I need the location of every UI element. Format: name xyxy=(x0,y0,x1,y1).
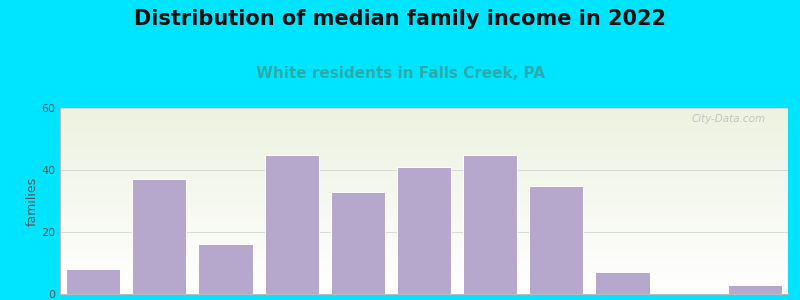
Bar xyxy=(265,154,318,294)
Bar xyxy=(66,269,120,294)
Bar xyxy=(530,185,583,294)
Bar xyxy=(397,167,451,294)
Text: City-Data.com: City-Data.com xyxy=(692,114,766,124)
Bar xyxy=(728,285,782,294)
Bar xyxy=(330,192,385,294)
Y-axis label: families: families xyxy=(26,176,38,226)
Bar xyxy=(132,179,186,294)
Bar xyxy=(198,244,253,294)
Bar xyxy=(595,272,650,294)
Text: Distribution of median family income in 2022: Distribution of median family income in … xyxy=(134,9,666,29)
Text: White residents in Falls Creek, PA: White residents in Falls Creek, PA xyxy=(255,66,545,81)
Bar xyxy=(463,154,518,294)
